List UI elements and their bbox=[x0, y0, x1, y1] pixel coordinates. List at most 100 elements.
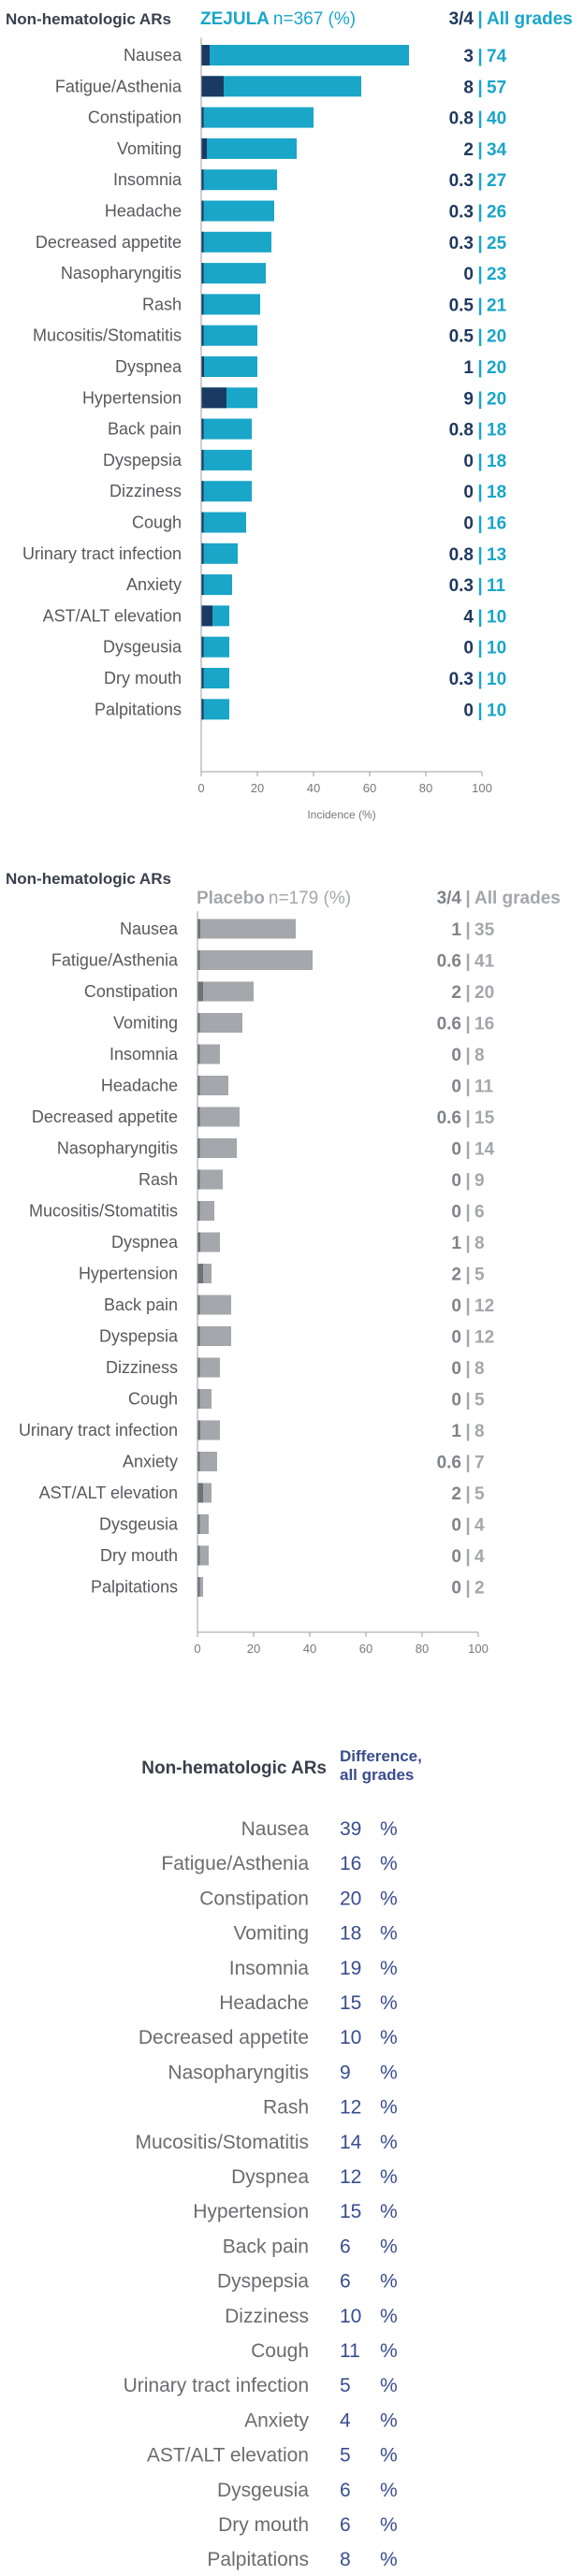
value-grade34: 0 bbox=[463, 639, 474, 658]
value-all-grades: 16 bbox=[474, 1015, 494, 1035]
category-label: Rash bbox=[142, 295, 182, 313]
value-all-grades: 15 bbox=[474, 1108, 495, 1128]
row-label: AST/ALT elevation bbox=[147, 2445, 309, 2467]
row-value: 18 bbox=[340, 1923, 361, 1945]
category-label: Anxiety bbox=[123, 1453, 178, 1471]
value-all-grades: 12 bbox=[474, 1328, 494, 1348]
row-unit: % bbox=[380, 2062, 398, 2083]
value-grade34: 0.5 bbox=[449, 296, 474, 315]
row-unit: % bbox=[380, 1958, 398, 1979]
value-separator: | bbox=[477, 514, 482, 534]
bar-grade34 bbox=[201, 294, 204, 315]
row-value: 15 bbox=[340, 1992, 361, 2014]
category-label: Back pain bbox=[104, 1295, 178, 1314]
bar-all-grades bbox=[201, 137, 297, 159]
category-label: Cough bbox=[128, 1390, 178, 1409]
value-grade34: 0 bbox=[463, 514, 474, 534]
value-all-grades: 5 bbox=[474, 1391, 485, 1411]
value-all-grades: 26 bbox=[487, 203, 506, 223]
column-header-separator: | bbox=[465, 889, 470, 908]
value-separator: | bbox=[477, 234, 482, 253]
value-all-grades: 10 bbox=[487, 639, 506, 658]
value-grade34: 1 bbox=[451, 920, 461, 940]
value-all-grades: 6 bbox=[474, 1203, 485, 1223]
value-grade34: 3 bbox=[463, 47, 474, 66]
category-label: Dizziness bbox=[110, 482, 182, 500]
bar-all-grades bbox=[197, 1545, 209, 1566]
value-separator: | bbox=[465, 1391, 470, 1411]
value-all-grades: 7 bbox=[474, 1454, 485, 1473]
bar-grade34 bbox=[197, 1013, 200, 1033]
bar-all-grades bbox=[197, 1357, 220, 1378]
bar-grade34 bbox=[201, 107, 204, 128]
value-grade34: 2 bbox=[451, 1266, 461, 1285]
value-separator: | bbox=[465, 1516, 470, 1536]
row-unit: % bbox=[380, 2097, 398, 2119]
row-value: 6 bbox=[340, 2514, 351, 2536]
bar-grade34 bbox=[201, 356, 204, 377]
row-label: Nausea bbox=[241, 1818, 310, 1840]
bar-grade34 bbox=[201, 387, 226, 409]
category-label: Hypertension bbox=[79, 1265, 178, 1283]
bar-all-grades bbox=[201, 231, 271, 253]
bar-all-grades bbox=[197, 1044, 220, 1064]
row-label: Vomiting bbox=[233, 1923, 309, 1945]
value-separator: | bbox=[465, 1046, 470, 1065]
bar-grade34 bbox=[197, 1232, 200, 1252]
bar-all-grades bbox=[197, 950, 313, 970]
row-label: Dyspepsia bbox=[217, 2271, 309, 2293]
bar-all-grades bbox=[201, 200, 274, 222]
row-value: 10 bbox=[340, 2306, 361, 2327]
category-label: Back pain bbox=[108, 420, 182, 439]
bar-all-grades bbox=[197, 1420, 220, 1440]
value-grade34: 0 bbox=[451, 1579, 461, 1599]
value-grade34: 0.3 bbox=[449, 670, 474, 689]
value-all-grades: 25 bbox=[487, 234, 507, 253]
arm-n: n=367 (%) bbox=[273, 9, 356, 29]
row-value: 10 bbox=[340, 2027, 361, 2048]
value-grade34: 0.5 bbox=[449, 327, 474, 347]
value-grade34: 0 bbox=[451, 1046, 461, 1065]
bar-grade34 bbox=[197, 1420, 200, 1440]
value-all-grades: 8 bbox=[474, 1422, 485, 1441]
value-grade34: 0 bbox=[451, 1171, 461, 1191]
category-label: Insomnia bbox=[110, 1045, 179, 1064]
value-all-grades: 20 bbox=[474, 983, 494, 1003]
category-label: Dysgeusia bbox=[99, 1515, 179, 1534]
value-grade34: 0 bbox=[463, 483, 474, 502]
row-value: 20 bbox=[340, 1888, 361, 1909]
value-all-grades: 20 bbox=[487, 327, 506, 347]
value-all-grades: 12 bbox=[474, 1296, 494, 1316]
bar-grade34 bbox=[201, 481, 204, 502]
value-grade34: 2 bbox=[451, 1484, 461, 1504]
row-unit: % bbox=[380, 2340, 398, 2362]
x-tick-label: 0 bbox=[194, 1642, 200, 1656]
bar-grade34 bbox=[201, 605, 212, 627]
value-separator: | bbox=[465, 920, 470, 940]
value-grade34: 0 bbox=[463, 265, 474, 284]
row-unit: % bbox=[380, 2027, 398, 2048]
row-value: 6 bbox=[340, 2271, 351, 2293]
bar-all-grades bbox=[197, 981, 254, 1002]
value-all-grades: 10 bbox=[487, 701, 506, 720]
bar-all-grades bbox=[197, 1107, 240, 1127]
row-label: Decreased appetite bbox=[139, 2027, 309, 2048]
bar-grade34 bbox=[201, 263, 204, 284]
category-label: Nasopharyngitis bbox=[57, 1139, 178, 1158]
row-label: Urinary tract infection bbox=[124, 2375, 309, 2396]
row-unit: % bbox=[380, 1992, 398, 2014]
value-grade34: 0 bbox=[451, 1203, 461, 1223]
bar-grade34 bbox=[197, 1044, 200, 1064]
bar-grade34 bbox=[201, 699, 204, 720]
x-tick-label: 40 bbox=[307, 781, 320, 795]
category-label: Mucositis/Stomatitis bbox=[33, 326, 182, 345]
bar-all-grades bbox=[197, 1232, 220, 1252]
arm-name: ZEJULA bbox=[200, 9, 270, 29]
row-unit: % bbox=[380, 2480, 398, 2501]
column-header-grade34: 3/4 bbox=[437, 889, 462, 908]
table-title: Non-hematologic ARs bbox=[141, 1758, 327, 1778]
value-separator: | bbox=[477, 203, 482, 223]
column-header-all-grades: All grades bbox=[474, 889, 561, 908]
row-unit: % bbox=[380, 2549, 398, 2570]
bar-grade34 bbox=[201, 418, 204, 440]
